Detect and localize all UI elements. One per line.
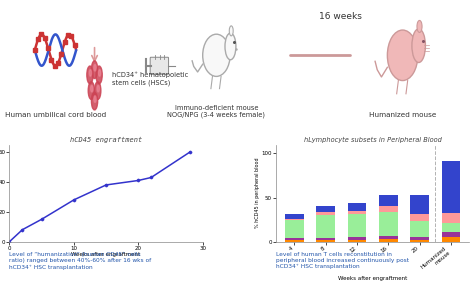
Bar xyxy=(347,237,366,240)
Bar xyxy=(379,236,398,239)
Bar xyxy=(410,237,429,240)
FancyBboxPatch shape xyxy=(150,57,169,74)
X-axis label: Weeks after engraftment: Weeks after engraftment xyxy=(72,252,141,257)
Ellipse shape xyxy=(225,33,236,60)
Circle shape xyxy=(87,66,93,84)
Circle shape xyxy=(91,85,93,92)
Bar xyxy=(442,232,460,237)
Bar xyxy=(285,220,304,238)
Circle shape xyxy=(97,85,100,92)
Bar xyxy=(379,206,398,212)
Bar xyxy=(316,238,335,240)
Circle shape xyxy=(95,82,101,99)
Text: Level of “humanization” (human CD45⁺ cells
ratio) ranged between 40%-60% after 1: Level of “humanization” (human CD45⁺ cel… xyxy=(9,252,152,270)
Bar xyxy=(285,219,304,220)
Circle shape xyxy=(96,66,102,84)
Bar xyxy=(285,238,304,240)
Bar xyxy=(316,205,335,212)
Bar xyxy=(347,214,366,237)
X-axis label: Weeks after engraftment: Weeks after engraftment xyxy=(338,276,407,281)
Bar xyxy=(316,215,335,238)
Bar xyxy=(442,223,460,232)
Text: Human umbilical cord blood: Human umbilical cord blood xyxy=(5,112,106,118)
Circle shape xyxy=(89,70,91,76)
Title: hCD45 engraftment: hCD45 engraftment xyxy=(70,137,142,143)
Text: 16 weeks: 16 weeks xyxy=(319,11,362,21)
Bar xyxy=(410,221,429,237)
Bar xyxy=(347,240,366,242)
Bar xyxy=(410,214,429,221)
Circle shape xyxy=(94,96,96,102)
Bar xyxy=(410,195,429,214)
Circle shape xyxy=(91,61,98,79)
Y-axis label: % hCD45 in peripheral blood: % hCD45 in peripheral blood xyxy=(255,158,260,229)
Bar xyxy=(379,195,398,206)
Bar xyxy=(285,240,304,242)
Ellipse shape xyxy=(229,26,233,36)
Text: Humanized mouse: Humanized mouse xyxy=(369,112,436,118)
Ellipse shape xyxy=(417,21,422,32)
Ellipse shape xyxy=(387,30,418,81)
Circle shape xyxy=(88,82,94,99)
Title: hLymphocyte subsets in Peripheral Blood: hLymphocyte subsets in Peripheral Blood xyxy=(304,137,442,143)
Circle shape xyxy=(91,92,98,110)
Circle shape xyxy=(99,70,101,76)
Bar xyxy=(442,237,460,242)
Ellipse shape xyxy=(412,29,426,63)
Bar xyxy=(379,212,398,236)
Ellipse shape xyxy=(203,34,230,76)
Bar xyxy=(285,214,304,219)
Bar xyxy=(316,212,335,215)
Bar xyxy=(347,203,366,211)
Text: hCD34⁺ hematopoietic
stem cells (HSCs): hCD34⁺ hematopoietic stem cells (HSCs) xyxy=(111,72,188,86)
Bar xyxy=(442,162,460,213)
Bar xyxy=(410,240,429,242)
Text: Level of human T cells reconstitution in
peripheral blood increased continuously: Level of human T cells reconstitution in… xyxy=(276,252,409,269)
Circle shape xyxy=(94,64,96,71)
Bar xyxy=(379,239,398,242)
Bar xyxy=(347,211,366,214)
Bar xyxy=(316,240,335,242)
Bar xyxy=(442,213,460,223)
Text: Immuno-deficient mouse
NOG/NPG (3-4 weeks female): Immuno-deficient mouse NOG/NPG (3-4 week… xyxy=(167,104,265,118)
